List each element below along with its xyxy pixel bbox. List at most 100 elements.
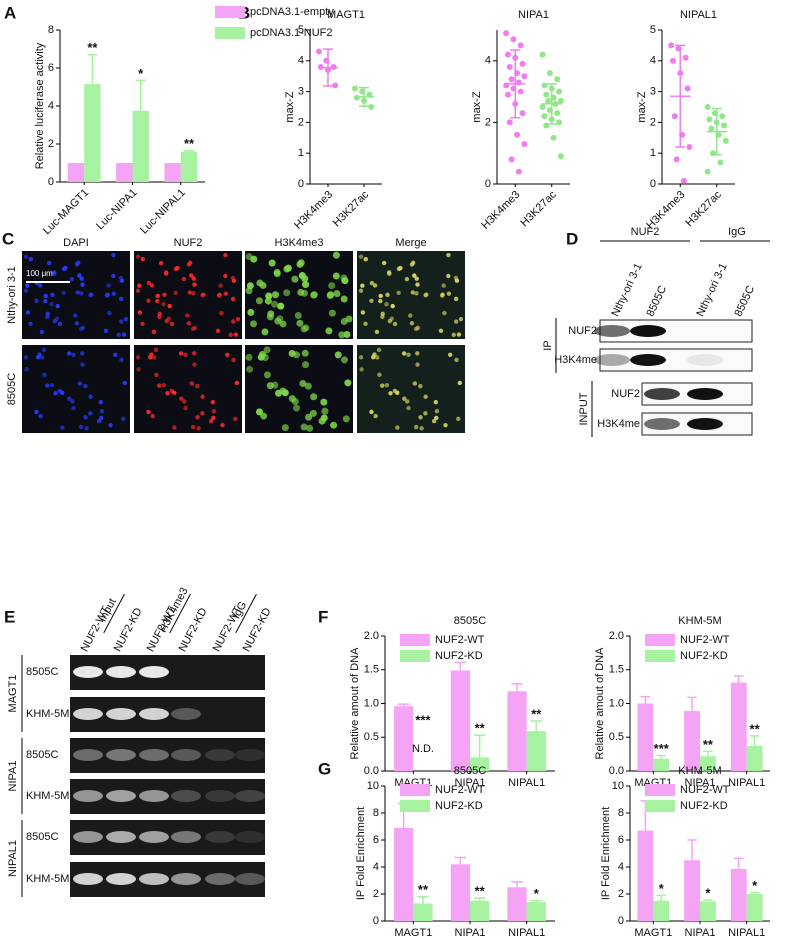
- cell: [25, 283, 30, 288]
- cell: [79, 276, 84, 281]
- legend-swatch: [215, 6, 245, 18]
- significance: *: [138, 66, 144, 81]
- cell: [223, 273, 228, 279]
- gel-band: [235, 749, 265, 761]
- bar: [450, 670, 470, 771]
- cell: [377, 372, 382, 378]
- panel-label: A: [4, 3, 16, 22]
- error-bar: [473, 897, 486, 901]
- cell: [380, 383, 385, 388]
- cell: [263, 371, 271, 379]
- point: [506, 119, 513, 126]
- cell: [77, 381, 83, 386]
- point: [546, 70, 553, 77]
- sd-bar: [546, 83, 557, 125]
- cell: [358, 254, 364, 259]
- cell: [268, 259, 276, 267]
- cell: [70, 399, 75, 404]
- point: [673, 156, 680, 163]
- cell: [55, 303, 60, 309]
- y-tick-label: 0.0: [609, 765, 624, 777]
- cell: [190, 424, 196, 430]
- y-tick-label: 2: [650, 116, 656, 128]
- cell: [256, 279, 264, 287]
- x-tick-label: MAGT1: [394, 927, 432, 937]
- band: [630, 354, 666, 366]
- cell: [266, 313, 274, 321]
- cell: [50, 292, 55, 297]
- point: [682, 54, 689, 61]
- cell: [281, 389, 289, 397]
- column-header: DAPI: [63, 237, 89, 249]
- cell-label: KHM-5M: [26, 708, 69, 720]
- gel-band: [73, 749, 103, 761]
- cell: [192, 325, 198, 331]
- cell: [137, 310, 143, 315]
- y-tick-label: 6: [373, 834, 379, 846]
- cell: [376, 347, 382, 353]
- y-axis-label: max-Z: [284, 91, 296, 122]
- cell: [406, 405, 411, 411]
- cell: [310, 393, 318, 401]
- legend-swatch: [645, 634, 675, 646]
- point: [543, 91, 550, 98]
- significance: *: [752, 878, 758, 893]
- point: [680, 177, 687, 184]
- cell: [318, 417, 326, 425]
- cell-label: 8505C: [26, 831, 58, 843]
- cell: [118, 275, 124, 281]
- significance: **: [475, 721, 486, 736]
- y-tick-label: 2.0: [609, 630, 624, 642]
- bar: [730, 869, 747, 921]
- cell: [183, 405, 188, 411]
- cell: [169, 321, 175, 327]
- band: [644, 418, 680, 430]
- cell: [223, 291, 229, 296]
- cell: [155, 298, 160, 304]
- cell: [146, 298, 151, 303]
- cell: [369, 409, 374, 415]
- significance: *: [659, 881, 665, 896]
- cell: [360, 283, 365, 288]
- cell: [294, 312, 302, 320]
- x-tick-label: MAGT1: [634, 927, 672, 937]
- blot-label: H3K4me: [597, 418, 640, 430]
- y-tick-label: 10: [367, 780, 379, 792]
- point: [517, 42, 524, 49]
- band: [687, 388, 723, 400]
- significance: **: [531, 706, 542, 721]
- gel-band: [139, 831, 169, 843]
- cell: [396, 290, 401, 295]
- cell: [332, 272, 340, 280]
- error-bar: [511, 881, 523, 888]
- error-bar: [530, 900, 543, 903]
- point: [541, 82, 548, 89]
- x-tick-label: H3K27ac: [683, 188, 724, 229]
- cell: [135, 288, 141, 293]
- y-tick-label: 3: [650, 86, 656, 98]
- cell: [88, 394, 93, 399]
- cell: [43, 298, 48, 304]
- significance: **: [703, 737, 714, 752]
- point: [671, 113, 678, 120]
- bar: [653, 758, 670, 771]
- cell: [373, 413, 378, 419]
- error-bar: [749, 735, 760, 747]
- cell: [363, 321, 368, 327]
- cell: [151, 329, 157, 335]
- y-tick-label: 1.0: [364, 697, 379, 709]
- error-bar: [656, 894, 667, 901]
- cell: [372, 283, 378, 288]
- cell: [451, 332, 456, 338]
- y-tick-label: 5: [650, 24, 656, 36]
- cell: [261, 328, 269, 336]
- column-header: H3K4me3: [275, 237, 324, 249]
- microscopy-image: [22, 345, 130, 433]
- x-tick-label: Luc-NIPA1: [94, 187, 140, 233]
- error-bar: [640, 696, 651, 704]
- sd-bar: [510, 49, 521, 119]
- legend-label: NUF2-WT: [680, 784, 730, 796]
- cell: [201, 292, 206, 297]
- bar: [684, 860, 700, 921]
- x-tick-label: NIPA1: [455, 777, 486, 789]
